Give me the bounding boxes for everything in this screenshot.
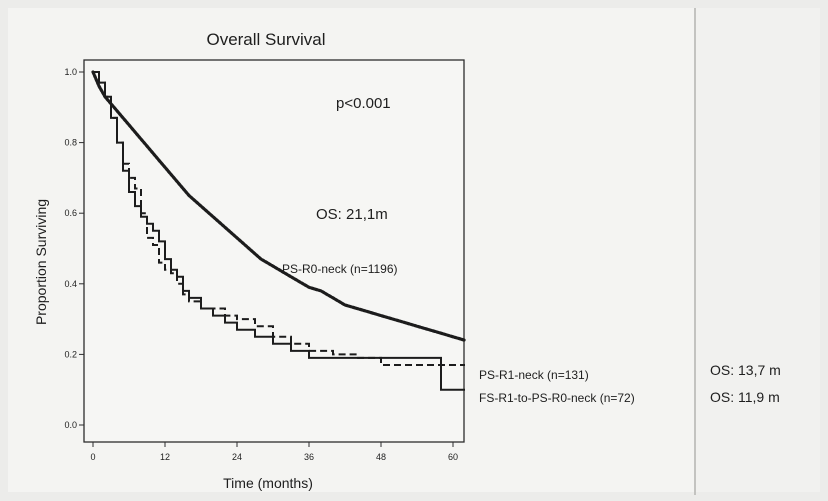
os-main-annotation: OS: 21,1m bbox=[316, 206, 388, 223]
series-label-ps-r0: PS-R0-neck (n=1196) bbox=[282, 262, 398, 276]
x-tick-label: 48 bbox=[376, 452, 386, 462]
y-tick-label: 0.8 bbox=[64, 138, 77, 148]
y-tick-label: 0.0 bbox=[64, 420, 77, 430]
curve-fs-r1-to-ps-r0-neck bbox=[93, 71, 465, 366]
os-fs-annotation: OS: 11,9 m bbox=[710, 389, 780, 405]
series-label-ps-r1: PS-R1-neck (n=131) bbox=[479, 368, 589, 382]
y-axis-label: Proportion Surviving bbox=[33, 199, 49, 325]
p-value-annotation: p<0.001 bbox=[336, 95, 391, 112]
x-tick-label: 12 bbox=[160, 452, 170, 462]
x-tick-label: 0 bbox=[90, 452, 95, 462]
x-tick-label: 24 bbox=[232, 452, 242, 462]
y-tick-label: 0.4 bbox=[64, 279, 77, 289]
chart-title: Overall Survival bbox=[206, 30, 325, 49]
x-tick-label: 36 bbox=[304, 452, 314, 462]
y-tick-label: 1.0 bbox=[64, 67, 77, 77]
os-r1-annotation: OS: 13,7 m bbox=[710, 362, 781, 378]
curve-ps-r0-neck bbox=[91, 70, 467, 342]
y-axis-ticks: 0.0 0.2 0.4 0.6 0.8 1.0 bbox=[64, 67, 84, 430]
series-label-fs-r1: FS-R1-to-PS-R0-neck (n=72) bbox=[479, 391, 635, 405]
survival-curves bbox=[91, 70, 467, 391]
y-tick-label: 0.6 bbox=[64, 208, 77, 218]
right-panel bbox=[696, 8, 820, 492]
x-tick-label: 60 bbox=[448, 452, 458, 462]
x-axis-label: Time (months) bbox=[223, 475, 313, 491]
x-axis-ticks: 0 12 24 36 48 60 bbox=[90, 442, 458, 462]
plot-frame bbox=[83, 59, 465, 443]
y-tick-label: 0.2 bbox=[64, 349, 77, 359]
